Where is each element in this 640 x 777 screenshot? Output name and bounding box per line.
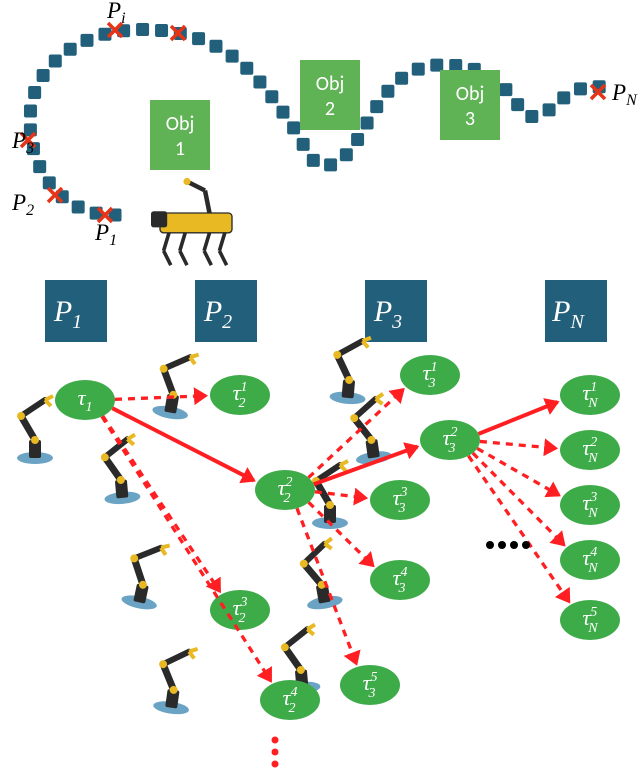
tau-node-t33: τ33 [370,480,430,520]
path-dot [37,69,50,82]
p-header-4: PN [545,280,607,342]
robot-arm-icon [120,538,169,612]
tau-node-t31: τ13 [400,355,460,395]
tau-node-t24: τ42 [260,680,320,720]
tau-node-tN2: τ2N [560,430,620,470]
ellipsis-dot [522,541,530,549]
path-dot [297,138,310,151]
path-dot [28,86,41,99]
robot-arm-icon [329,335,371,406]
robot-arm-icon [296,538,343,611]
path-dot [574,82,587,95]
path-marker-P2: P2 [11,188,62,219]
svg-text:1: 1 [175,137,185,161]
robot-arm-icon [152,644,197,716]
path-dot [226,50,239,63]
path-dot [240,62,253,75]
path-dot [276,106,289,119]
svg-text:Obj: Obj [456,82,485,106]
arrow-t1-t21 [115,396,206,400]
svg-text:Obj: Obj [166,112,195,136]
path-dot [525,110,538,123]
obj-box-2: Obj2 [300,60,360,130]
path-dot [412,63,425,76]
p-header-3: P3 [365,280,427,342]
arrow-t32-tN4 [473,453,564,545]
obj-box-1: Obj1 [150,100,210,170]
path-dot [64,43,77,56]
ellipsis-dot [510,541,518,549]
tau-node-t35: τ53 [340,665,400,705]
path-dot [340,148,353,161]
arrow-t32-tN5 [468,456,569,602]
path-dot [287,121,300,134]
path-dot [511,98,524,111]
path-dot [49,54,62,67]
path-dot [192,32,205,45]
path-dot [395,72,408,85]
arrow-t32-tN3 [477,448,559,495]
tau-node-tN3: τ3N [560,485,620,525]
path-dot [430,59,443,72]
svg-text:Obj: Obj [316,72,345,96]
path-dot [557,91,570,104]
svg-text:Pi: Pi [106,0,126,27]
path-dot [72,201,85,214]
path-dot [499,83,512,96]
tau-node-t21: τ12 [210,375,270,415]
path-dot [543,103,556,116]
p-header-1: P1 [45,280,107,342]
ellipsis-dot [272,761,279,768]
arrow-t22-t32 [314,447,418,485]
robot-arm-icon [151,348,198,421]
arrow-t22-t34 [309,502,374,565]
ellipsis-dot [272,749,279,756]
path-dot [351,133,364,146]
tau-node-tN5: τ5N [560,600,620,640]
svg-text:3: 3 [465,107,475,131]
ellipsis-dot [272,737,279,744]
tau-node-tN1: τ1N [560,375,620,415]
tau-node-t22: τ22 [255,470,315,510]
path-dot [33,160,46,173]
path-dot [81,34,94,47]
path-dot [370,100,383,113]
tau-node-t34: τ43 [370,560,430,600]
path-dot [253,75,266,88]
arrow-t1-t24 [102,417,271,681]
robot-icon [151,178,232,265]
arrow-t32-tN1 [479,402,558,434]
path-dot [381,85,394,98]
path-dot [24,104,37,117]
arrow-t22-t35 [297,508,356,664]
svg-text:PN: PN [611,80,638,109]
tau-node-t32: τ23 [420,420,480,460]
robot-arm-icon [99,435,141,506]
path-dot [136,23,149,36]
path-dot [155,24,168,37]
svg-text:2: 2 [325,97,335,121]
path-dot [361,116,374,129]
diagram-canvas: Obj1Obj2Obj3P1P2P3PiPNP1P2P3PNτ1τ12τ22τ3… [0,0,640,777]
tau-node-tN4: τ4N [560,540,620,580]
obj-box-3: Obj3 [440,70,500,140]
svg-text:P1: P1 [94,220,117,249]
path-dot [209,40,222,53]
tau-node-t23: τ32 [210,590,270,630]
tau-node-t1: τ1 [55,380,115,420]
ellipsis-dot [486,541,494,549]
arrow-t32-tN2 [480,441,556,448]
ellipsis-dot [498,541,506,549]
robot-arm-icon [17,396,53,464]
p-header-2: P2 [195,280,257,342]
path-dot [324,158,337,171]
svg-text:P2: P2 [11,190,34,219]
path-dot [307,154,320,167]
path-dot [265,90,278,103]
